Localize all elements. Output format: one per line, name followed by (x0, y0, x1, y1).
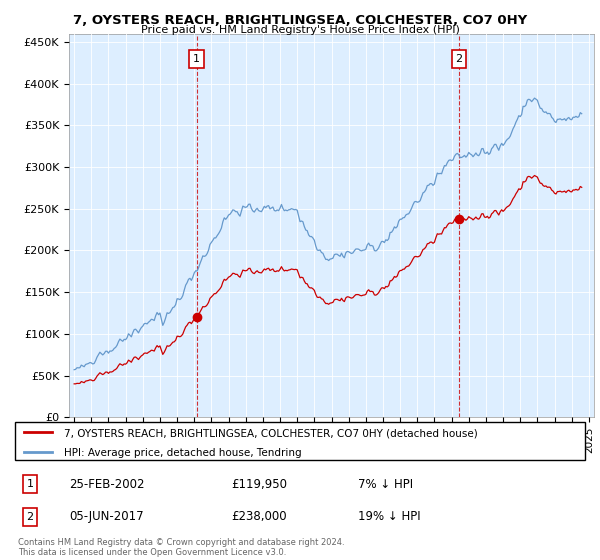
Text: 7% ↓ HPI: 7% ↓ HPI (358, 478, 413, 491)
Text: £119,950: £119,950 (231, 478, 287, 491)
Text: HPI: Average price, detached house, Tendring: HPI: Average price, detached house, Tend… (64, 448, 301, 458)
Text: 7, OYSTERS REACH, BRIGHTLINGSEA, COLCHESTER, CO7 0HY (detached house): 7, OYSTERS REACH, BRIGHTLINGSEA, COLCHES… (64, 428, 478, 438)
Text: 2: 2 (26, 512, 34, 522)
Text: 05-JUN-2017: 05-JUN-2017 (70, 510, 144, 523)
FancyBboxPatch shape (15, 422, 585, 460)
Text: 1: 1 (193, 54, 200, 64)
Text: 25-FEB-2002: 25-FEB-2002 (70, 478, 145, 491)
Text: 2: 2 (455, 54, 463, 64)
Text: Contains HM Land Registry data © Crown copyright and database right 2024.
This d: Contains HM Land Registry data © Crown c… (18, 538, 344, 557)
Text: 1: 1 (26, 479, 34, 489)
Text: Price paid vs. HM Land Registry's House Price Index (HPI): Price paid vs. HM Land Registry's House … (140, 25, 460, 35)
Text: 19% ↓ HPI: 19% ↓ HPI (358, 510, 420, 523)
Text: 7, OYSTERS REACH, BRIGHTLINGSEA, COLCHESTER, CO7 0HY: 7, OYSTERS REACH, BRIGHTLINGSEA, COLCHES… (73, 14, 527, 27)
Text: £238,000: £238,000 (231, 510, 287, 523)
